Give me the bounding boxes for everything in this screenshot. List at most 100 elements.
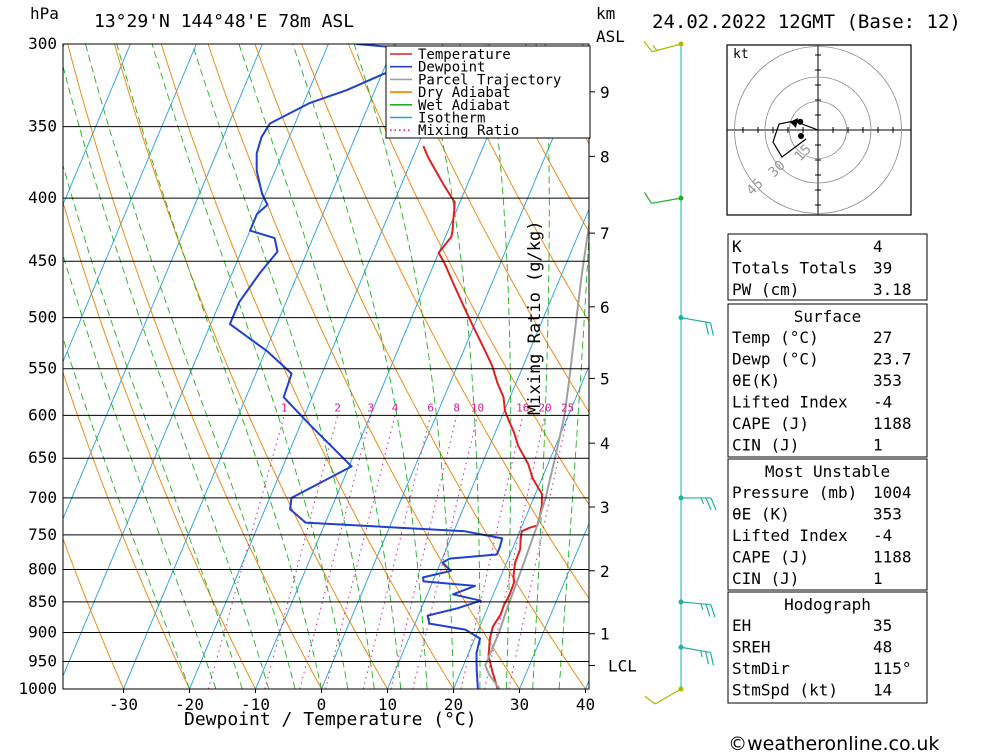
mixing-ratio-label: 8 — [453, 401, 460, 414]
wind-barb-half-flag — [653, 45, 657, 50]
pressure-tick-label: 700 — [28, 488, 57, 507]
x-tick-label: -30 — [109, 695, 138, 714]
km-tick-label: 5 — [600, 369, 610, 388]
table-row-label: CAPE (J) — [732, 548, 809, 567]
table-row-value: 3.18 — [873, 280, 912, 299]
km-tick-label: 1 — [600, 625, 610, 644]
table-row-value: 1004 — [873, 483, 912, 502]
mixing-ratio-label: 2 — [334, 401, 341, 414]
table-row-value: -4 — [873, 393, 892, 412]
table-row-value: 39 — [873, 259, 892, 278]
dry-adiabat-line — [957, 44, 1000, 689]
dry-adiabat-line — [0, 44, 124, 689]
km-tick-label: 3 — [600, 498, 610, 517]
table-row-value: 115° — [873, 659, 912, 678]
table-row-label: Lifted Index — [732, 526, 848, 545]
x-tick-label: 30 — [510, 695, 529, 714]
pressure-tick-label: 750 — [28, 525, 57, 544]
mixing-ratio-label: 4 — [392, 401, 399, 414]
wind-barb-half-flag — [701, 498, 704, 504]
mixing-ratio-line — [300, 415, 371, 689]
table-row-label: CIN (J) — [732, 436, 799, 455]
legend-label: Mixing Ratio — [418, 123, 519, 139]
table-row-label: StmSpd (kt) — [732, 681, 838, 700]
pressure-tick-label: 450 — [28, 251, 57, 270]
table-row-value: 4 — [873, 237, 883, 256]
pressure-tick-label: 300 — [28, 34, 57, 53]
table-row-value: 1188 — [873, 414, 912, 433]
table-row-value: 1 — [873, 436, 883, 455]
wet-adiabat-line — [239, 44, 401, 689]
wind-barb-half-flag — [701, 651, 702, 657]
table-row-value: 353 — [873, 505, 902, 524]
table-row-label: CAPE (J) — [732, 414, 809, 433]
wet-adiabat-line — [293, 44, 427, 689]
x-axis-title: Dewpoint / Temperature (°C) — [184, 709, 477, 730]
wind-barb-flag — [645, 696, 655, 704]
isotherm-line — [256, 44, 527, 689]
km-tick-label: 2 — [600, 562, 610, 581]
table-row-label: Totals Totals — [732, 259, 857, 278]
table-row-value: 1 — [873, 569, 883, 588]
location-title: 13°29'N 144°48'E 78m ASL — [94, 11, 354, 32]
wet-adiabat-line — [354, 44, 453, 689]
pressure-tick-label: 650 — [28, 448, 57, 467]
unit-hpa: hPa — [30, 4, 59, 23]
wet-adiabat-line — [486, 44, 511, 689]
table-row-label: θE (K) — [732, 505, 790, 524]
pressure-tick-label: 600 — [28, 405, 57, 424]
km-tick-label: 9 — [600, 83, 610, 102]
pressure-tick-label: 900 — [28, 623, 57, 642]
hodograph-mean-dot — [798, 133, 804, 139]
km-tick-label: 8 — [600, 147, 610, 166]
table-row-label: CIN (J) — [732, 569, 799, 588]
table-row-label: Dewp (°C) — [732, 350, 819, 369]
pressure-tick-label: 850 — [28, 592, 57, 611]
table-row-value: 353 — [873, 371, 902, 390]
wind-barb-staff — [651, 198, 681, 203]
isotherm-line — [124, 44, 395, 689]
mixing-ratio-line — [326, 415, 396, 689]
wind-barb-flag — [711, 605, 715, 617]
hodograph-table-title: Hodograph — [784, 595, 871, 614]
pressure-tick-label: 1000 — [18, 679, 57, 698]
table-row-value: 27 — [873, 328, 892, 347]
table-row-label: PW (cm) — [732, 280, 799, 299]
wind-barb-flag — [711, 323, 714, 336]
table-row-label: θE(K) — [732, 371, 780, 390]
lcl-label: LCL — [608, 656, 637, 675]
storm-motion-dot — [797, 119, 803, 125]
pressure-tick-label: 950 — [28, 652, 57, 671]
x-tick-label: 40 — [576, 695, 595, 714]
mixing-ratio-line — [363, 415, 430, 689]
mixing-ratio-label: 10 — [471, 401, 484, 414]
km-tick-label: 6 — [600, 298, 610, 317]
isotherm-line — [0, 44, 130, 689]
wind-barb-staff — [655, 689, 681, 704]
wet-adiabat-line — [57, 44, 268, 689]
mixing-ratio-label: 6 — [427, 401, 434, 414]
pressure-tick-label: 500 — [28, 308, 57, 327]
unit-km: km — [596, 4, 615, 23]
wind-barb-flag — [706, 652, 709, 665]
wind-barb-flag — [644, 41, 652, 51]
dry-adiabat-line — [161, 44, 453, 689]
wind-barb-half-flag — [701, 604, 703, 610]
table-row-value: 1188 — [873, 548, 912, 567]
wind-barb-flag — [706, 604, 710, 616]
wind-barb-flag — [711, 498, 716, 510]
dry-adiabat-line — [208, 44, 519, 689]
mixing-ratio-label: 25 — [561, 401, 574, 414]
mixing-ratio-title: Mixing Ratio (g/kg) — [525, 215, 545, 415]
table-row-value: 14 — [873, 681, 892, 700]
footer-copyright: ©weatheronline.co.uk — [716, 711, 939, 755]
table-row-label: Pressure (mb) — [732, 483, 857, 502]
table-row-value: -4 — [873, 526, 892, 545]
table-row-label: K — [732, 237, 742, 256]
table-row-label: SREH — [732, 638, 771, 657]
surface-title: Surface — [794, 307, 861, 326]
table-row-label: EH — [732, 616, 751, 635]
table-row-value: 48 — [873, 638, 892, 657]
